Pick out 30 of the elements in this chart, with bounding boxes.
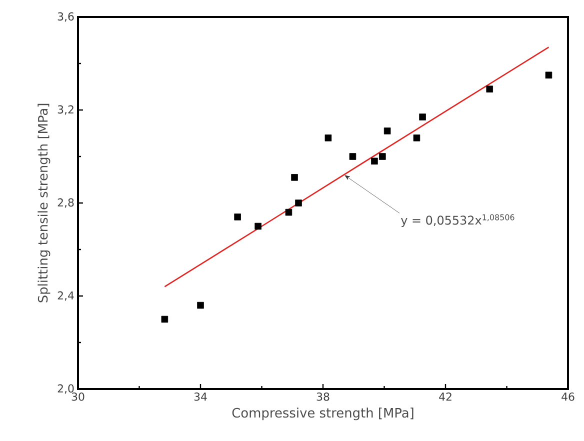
y-tick-label: 3,6 <box>58 12 74 22</box>
point <box>379 153 386 160</box>
point <box>486 86 493 92</box>
y-tick-label: 3,2 <box>58 105 74 115</box>
point <box>161 316 168 323</box>
point <box>295 200 302 206</box>
point <box>197 302 204 309</box>
point <box>254 222 262 230</box>
point <box>234 214 241 220</box>
y-axis-title: Splitting tensile strength [MPa] <box>38 104 50 302</box>
point <box>419 114 426 120</box>
point <box>413 134 420 142</box>
point <box>545 72 552 79</box>
x-tick-label: 38 <box>316 392 330 401</box>
x-tick-label: 42 <box>439 392 452 401</box>
x-tick-label: 46 <box>562 392 574 401</box>
point <box>324 134 332 142</box>
x-tick-label: 34 <box>194 392 207 401</box>
point <box>291 174 298 181</box>
y-tick-label: 2,0 <box>58 384 74 394</box>
y-tick-label: 2,8 <box>58 198 74 208</box>
x-tick-label: 30 <box>72 392 84 401</box>
y-tick-label: 2,4 <box>58 291 74 301</box>
x-axis-title: Compressive strength [MPa] <box>232 408 414 420</box>
point <box>285 208 292 216</box>
point <box>384 128 391 134</box>
line-series <box>164 46 550 288</box>
point <box>349 153 356 160</box>
annotation: y = 0,05532x$^{1,08506}$ <box>400 214 514 228</box>
point <box>371 158 378 165</box>
